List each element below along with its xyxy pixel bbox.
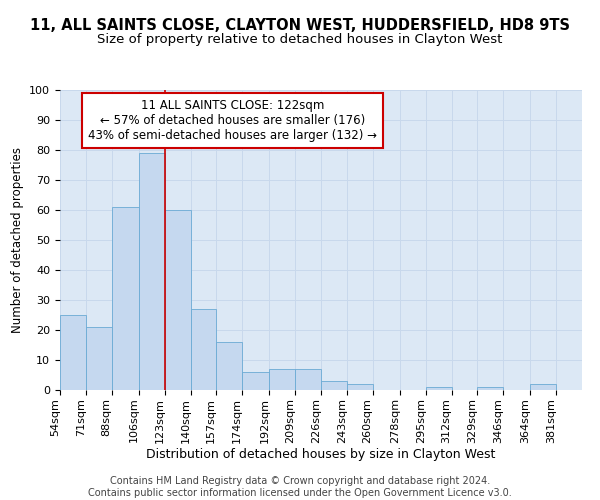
Bar bbox=[321, 381, 347, 390]
Bar bbox=[242, 372, 269, 390]
Bar bbox=[216, 342, 242, 390]
Bar bbox=[530, 384, 556, 390]
Bar bbox=[60, 315, 86, 390]
Text: Size of property relative to detached houses in Clayton West: Size of property relative to detached ho… bbox=[97, 32, 503, 46]
Bar bbox=[295, 369, 321, 390]
Bar bbox=[86, 327, 112, 390]
Bar bbox=[477, 387, 503, 390]
Text: 11, ALL SAINTS CLOSE, CLAYTON WEST, HUDDERSFIELD, HD8 9TS: 11, ALL SAINTS CLOSE, CLAYTON WEST, HUDD… bbox=[30, 18, 570, 32]
Bar bbox=[347, 384, 373, 390]
X-axis label: Distribution of detached houses by size in Clayton West: Distribution of detached houses by size … bbox=[146, 448, 496, 462]
Bar bbox=[269, 369, 295, 390]
Bar bbox=[426, 387, 452, 390]
Bar bbox=[191, 309, 216, 390]
Text: Contains HM Land Registry data © Crown copyright and database right 2024.
Contai: Contains HM Land Registry data © Crown c… bbox=[88, 476, 512, 498]
Bar bbox=[165, 210, 191, 390]
Bar bbox=[112, 207, 139, 390]
Y-axis label: Number of detached properties: Number of detached properties bbox=[11, 147, 24, 333]
Bar bbox=[139, 153, 165, 390]
Text: 11 ALL SAINTS CLOSE: 122sqm
← 57% of detached houses are smaller (176)
43% of se: 11 ALL SAINTS CLOSE: 122sqm ← 57% of det… bbox=[88, 99, 377, 142]
